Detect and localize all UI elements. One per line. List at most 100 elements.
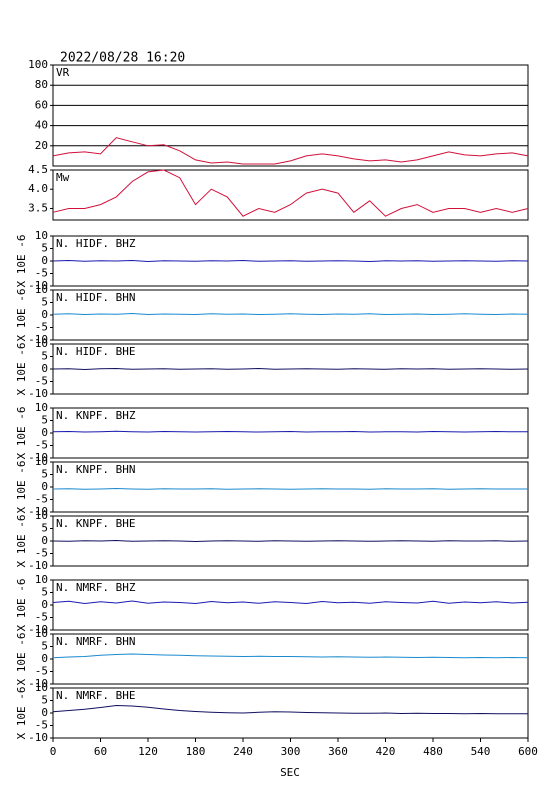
y-tick-label: 5 xyxy=(41,242,48,255)
y-axis-label: X 10E -6 xyxy=(15,235,28,288)
y-tick-label: 10 xyxy=(35,401,48,414)
y-axis-label: X 10E -6 xyxy=(15,687,28,740)
y-tick-label: 0 xyxy=(41,480,48,493)
y-tick-label: -10 xyxy=(28,505,48,518)
y-tick-label: 0 xyxy=(41,534,48,547)
trace xyxy=(52,653,529,659)
y-tick-label: 5 xyxy=(41,350,48,363)
panel-name: VR xyxy=(56,66,70,79)
panel-name: N. NMRF. BHZ xyxy=(56,581,136,594)
y-axis-label: X 10E -6 xyxy=(15,633,28,686)
y-tick-label: 40 xyxy=(35,119,48,132)
y-tick-label: -10 xyxy=(28,731,48,744)
trace xyxy=(52,600,529,605)
y-tick-label: 10 xyxy=(35,283,48,296)
y-tick-label: -5 xyxy=(35,375,48,388)
trace xyxy=(52,367,529,371)
y-tick-label: -10 xyxy=(28,387,48,400)
trace xyxy=(52,704,528,715)
y-tick-label: 5 xyxy=(41,468,48,481)
y-tick-label: 100 xyxy=(28,58,48,71)
x-tick-label: 540 xyxy=(471,745,491,758)
y-tick-label: 5 xyxy=(41,640,48,653)
x-tick-label: 300 xyxy=(281,745,301,758)
y-tick-label: -5 xyxy=(35,439,48,452)
y-tick-label: -10 xyxy=(28,559,48,572)
y-tick-label: -10 xyxy=(28,279,48,292)
y-tick-label: -10 xyxy=(28,677,48,690)
trace xyxy=(52,430,528,433)
panel-frame xyxy=(52,64,529,167)
panel-name: N. KNPF. BHN xyxy=(56,463,135,476)
y-tick-label: -5 xyxy=(35,267,48,280)
y-tick-label: -5 xyxy=(35,547,48,560)
panel-name: N. HIDF. BHN xyxy=(56,291,135,304)
chart-title: 2022/08/28 16:20 xyxy=(60,51,185,66)
y-tick-label: -5 xyxy=(35,321,48,334)
y-tick-label: 5 xyxy=(41,296,48,309)
x-tick-label: 180 xyxy=(186,745,206,758)
y-tick-label: 10 xyxy=(35,627,48,640)
y-tick-label: 10 xyxy=(35,509,48,522)
y-tick-label: -5 xyxy=(35,493,48,506)
x-tick-label: 240 xyxy=(233,745,253,758)
y-tick-label: 10 xyxy=(35,455,48,468)
y-tick-label: 0 xyxy=(41,426,48,439)
y-tick-label: 0 xyxy=(41,308,48,321)
x-tick-label: 0 xyxy=(50,745,57,758)
panel-name: N. KNPF. BHE xyxy=(56,517,135,530)
y-axis-label: X 10E -6 xyxy=(15,579,28,632)
panel-name: N. NMRF. BHE xyxy=(56,689,135,702)
y-tick-label: 10 xyxy=(35,337,48,350)
y-tick-label: 5 xyxy=(41,694,48,707)
y-tick-label: 10 xyxy=(35,681,48,694)
y-tick-label: 5 xyxy=(41,522,48,535)
trace xyxy=(52,487,528,490)
x-tick-label: 360 xyxy=(328,745,348,758)
y-tick-label: 80 xyxy=(35,78,48,91)
y-tick-label: 4.0 xyxy=(28,182,48,195)
y-tick-label: 0 xyxy=(41,362,48,375)
y-tick-label: -5 xyxy=(35,719,48,732)
y-tick-label: 5 xyxy=(41,586,48,599)
y-tick-label: 10 xyxy=(35,573,48,586)
y-tick-label: -10 xyxy=(28,451,48,464)
y-axis-label: X 10E -6 xyxy=(15,515,28,568)
y-axis-label: X 10E -6 xyxy=(15,407,28,460)
x-tick-label: 120 xyxy=(138,745,158,758)
y-tick-label: 0 xyxy=(41,254,48,267)
trace xyxy=(52,169,529,217)
y-axis-label: X 10E -6 xyxy=(15,289,28,342)
trace xyxy=(52,137,529,165)
panel-frame xyxy=(52,169,529,221)
x-axis-label: SEC xyxy=(280,766,300,779)
x-tick-label: 420 xyxy=(376,745,396,758)
y-tick-label: 10 xyxy=(35,229,48,242)
y-tick-label: 0 xyxy=(41,706,48,719)
y-tick-label: 60 xyxy=(35,98,48,111)
x-tick-label: 480 xyxy=(423,745,443,758)
y-tick-label: -5 xyxy=(35,611,48,624)
y-axis-label: X 10E -6 xyxy=(15,343,28,396)
trace xyxy=(52,259,529,263)
panel-name: Mw xyxy=(56,171,70,184)
x-tick-label: 60 xyxy=(94,745,107,758)
y-tick-label: 4.5 xyxy=(28,163,48,176)
panel-name: N. HIDF. BHE xyxy=(56,345,135,358)
y-tick-label: 3.5 xyxy=(28,201,48,214)
y-tick-label: 20 xyxy=(35,139,48,152)
y-tick-label: -5 xyxy=(35,665,48,678)
y-tick-label: 0 xyxy=(41,652,48,665)
panel-name: N. KNPF. BHZ xyxy=(56,409,136,422)
trace xyxy=(52,312,529,316)
panel-name: N. HIDF. BHZ xyxy=(56,237,136,250)
y-axis-label: X 10E -6 xyxy=(15,461,28,514)
x-tick-label: 600 xyxy=(518,745,538,758)
trace xyxy=(52,539,529,543)
y-tick-label: -10 xyxy=(28,333,48,346)
y-tick-label: -10 xyxy=(28,623,48,636)
y-tick-label: 5 xyxy=(41,414,48,427)
panel-name: N. NMRF. BHN xyxy=(56,635,135,648)
y-tick-label: 0 xyxy=(41,598,48,611)
